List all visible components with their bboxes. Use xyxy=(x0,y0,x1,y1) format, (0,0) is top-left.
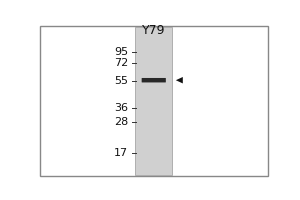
Polygon shape xyxy=(176,77,183,83)
Text: 36: 36 xyxy=(114,103,128,113)
Text: 72: 72 xyxy=(114,58,128,68)
FancyBboxPatch shape xyxy=(135,27,172,175)
FancyBboxPatch shape xyxy=(142,78,166,82)
Text: 17: 17 xyxy=(114,148,128,158)
Text: 55: 55 xyxy=(114,76,128,86)
Text: 95: 95 xyxy=(114,47,128,57)
Text: 28: 28 xyxy=(114,117,128,127)
Text: Y79: Y79 xyxy=(142,24,166,37)
